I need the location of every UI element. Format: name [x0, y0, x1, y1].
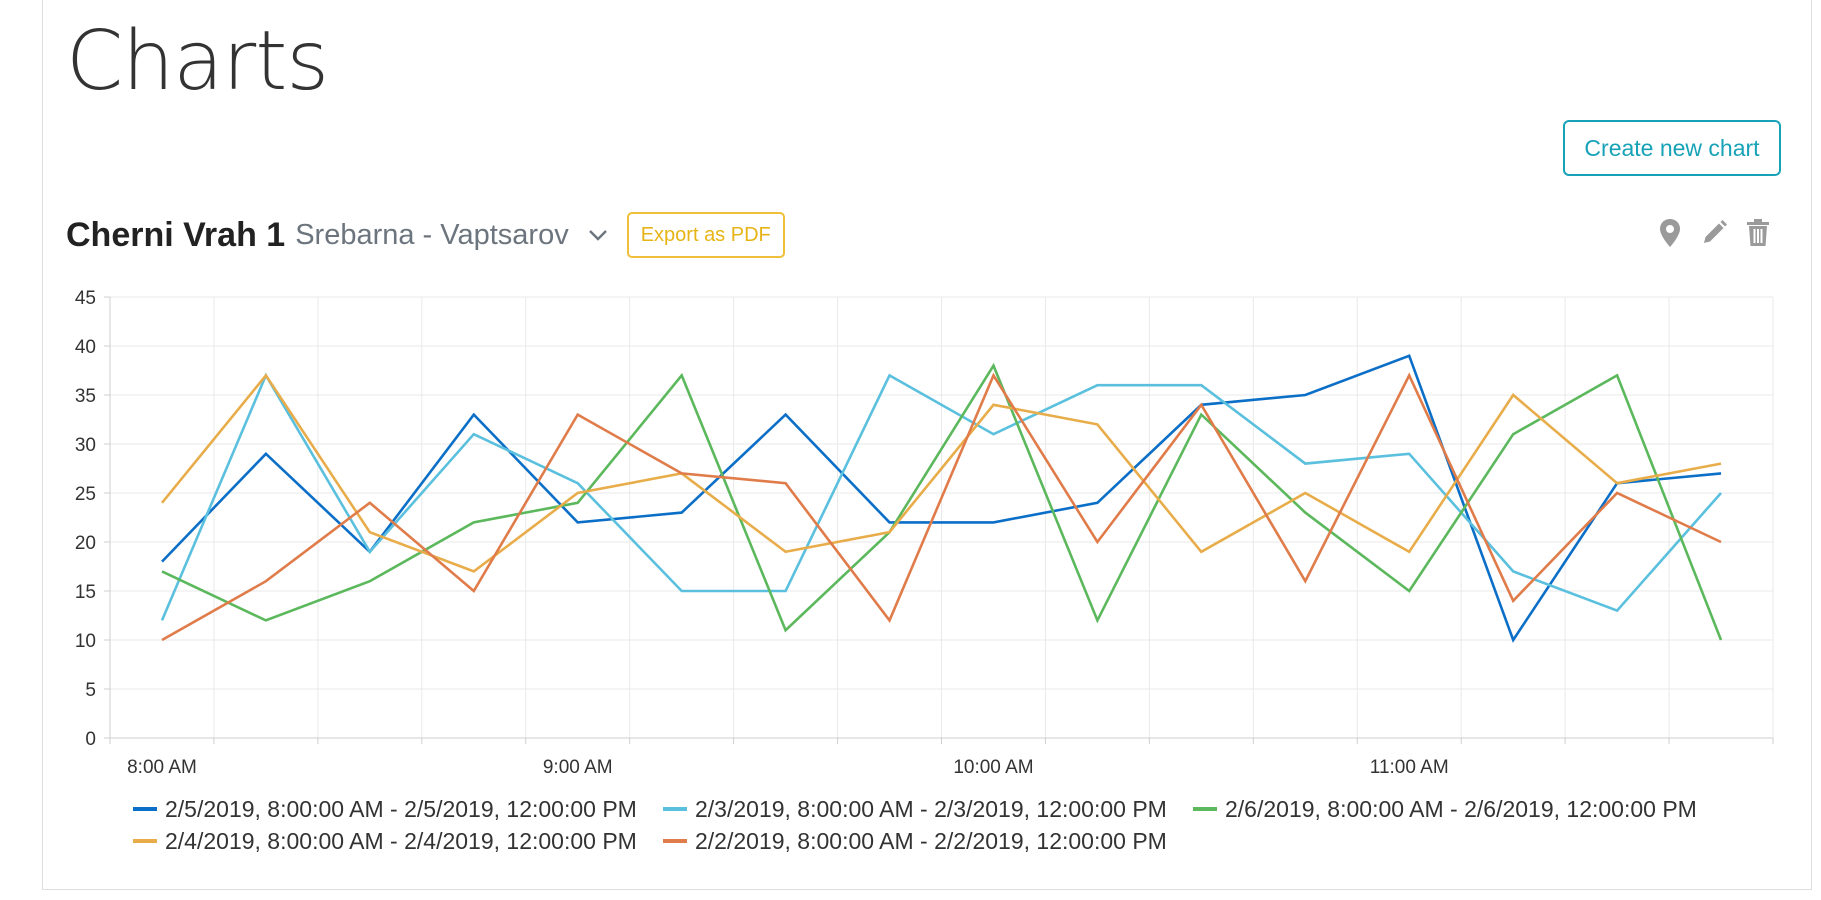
y-tick-label: 25 — [75, 484, 96, 505]
legend-item-4[interactable]: 2/4/2019, 8:00:00 AM - 2/4/2019, 12:00:0… — [133, 828, 637, 854]
map-pin-icon[interactable] — [1655, 216, 1685, 250]
export-pdf-button[interactable]: Export as PDF — [626, 212, 785, 258]
legend-item-5[interactable]: 2/2/2019, 8:00:00 AM - 2/2/2019, 12:00:0… — [663, 828, 1167, 854]
legend-label: 2/4/2019, 8:00:00 AM - 2/4/2019, 12:00:0… — [165, 828, 637, 854]
legend-label: 2/5/2019, 8:00:00 AM - 2/5/2019, 12:00:0… — [165, 796, 637, 822]
legend-label: 2/2/2019, 8:00:00 AM - 2/2/2019, 12:00:0… — [695, 828, 1167, 854]
chart-title: Cherni Vrah 1 — [66, 215, 286, 254]
pencil-icon[interactable] — [1699, 216, 1729, 250]
x-tick-label: 10:00 AM — [953, 757, 1033, 778]
y-tick-label: 30 — [75, 435, 96, 456]
create-new-chart-button[interactable]: Create new chart — [1563, 120, 1781, 176]
page-title: Charts — [66, 14, 329, 109]
y-tick-label: 45 — [75, 288, 96, 309]
legend-item-3[interactable]: 2/6/2019, 8:00:00 AM - 2/6/2019, 12:00:0… — [1193, 796, 1697, 822]
chart-tools — [1655, 216, 1773, 250]
y-tick-label: 40 — [75, 337, 96, 358]
y-tick-label: 5 — [85, 680, 96, 701]
legend-item-1[interactable]: 2/5/2019, 8:00:00 AM - 2/5/2019, 12:00:0… — [133, 796, 637, 822]
chart-subtitle: Srebarna - Vaptsarov — [295, 218, 569, 251]
chart-header: Cherni Vrah 1 Srebarna - Vaptsarov Expor… — [66, 210, 785, 260]
legend-label: 2/6/2019, 8:00:00 AM - 2/6/2019, 12:00:0… — [1225, 796, 1697, 822]
y-tick-label: 10 — [75, 631, 96, 652]
x-tick-label: 8:00 AM — [127, 757, 197, 778]
legend-label: 2/3/2019, 8:00:00 AM - 2/3/2019, 12:00:0… — [695, 796, 1167, 822]
trash-icon[interactable] — [1743, 216, 1773, 250]
y-tick-label: 0 — [85, 729, 96, 750]
x-tick-label: 9:00 AM — [543, 757, 613, 778]
y-tick-label: 20 — [75, 533, 96, 554]
x-tick-label: 11:00 AM — [1370, 757, 1449, 778]
y-tick-label: 35 — [75, 386, 96, 407]
y-tick-label: 15 — [75, 582, 96, 603]
series-line-4[interactable] — [160, 373, 1722, 573]
series-line-1[interactable] — [161, 354, 1722, 643]
chevron-down-icon[interactable] — [587, 224, 609, 246]
series-line-5[interactable] — [161, 372, 1722, 642]
chart-card — [42, 0, 1812, 890]
legend-item-2[interactable]: 2/3/2019, 8:00:00 AM - 2/3/2019, 12:00:0… — [663, 796, 1167, 822]
